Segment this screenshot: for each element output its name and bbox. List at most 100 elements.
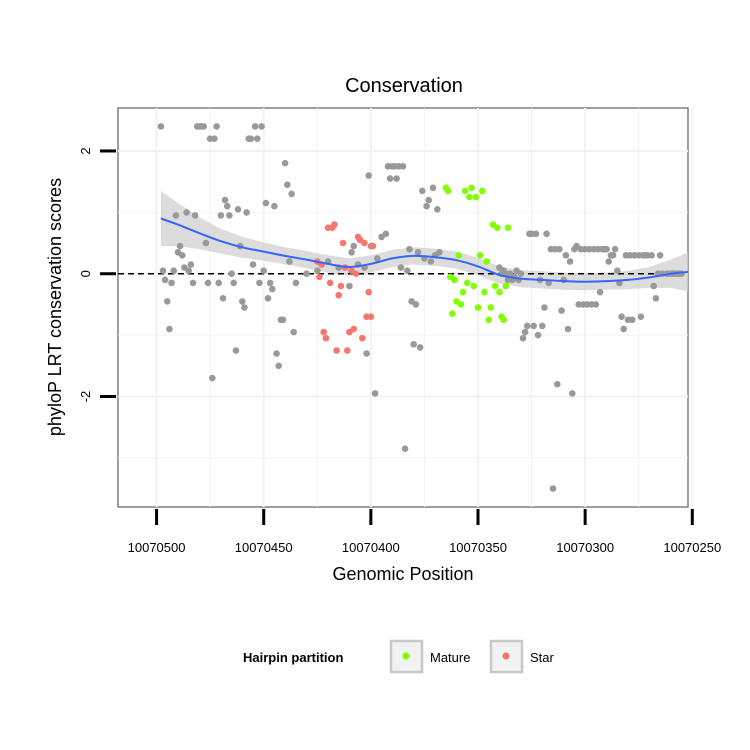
point-other: [239, 298, 246, 305]
plot-panel: [117, 107, 689, 508]
point-other: [191, 212, 199, 219]
point-star: [352, 270, 360, 278]
point-other: [176, 242, 184, 250]
point-other: [564, 325, 572, 333]
point-other: [611, 245, 619, 253]
point-other: [650, 282, 657, 290]
point-other: [609, 252, 617, 259]
point-star: [344, 347, 351, 354]
point-other: [241, 304, 248, 311]
point-other: [539, 322, 546, 330]
point-mature: [461, 187, 469, 195]
point-other: [648, 252, 655, 259]
point-other: [247, 135, 255, 142]
point-other: [260, 267, 268, 275]
point-other: [251, 123, 259, 130]
point-other: [183, 209, 190, 216]
y-tick-label: -2: [78, 391, 93, 403]
point-star: [339, 239, 347, 247]
point-other: [656, 252, 664, 259]
point-other: [530, 322, 537, 330]
point-other: [386, 175, 394, 182]
point-other: [217, 212, 225, 219]
point-other: [603, 245, 610, 253]
point-other: [399, 163, 407, 170]
x-tick-label: 10070300: [556, 540, 614, 555]
point-other: [185, 267, 192, 275]
point-other: [286, 258, 293, 265]
point-mature: [491, 282, 499, 290]
point-star: [359, 334, 366, 342]
point-mature: [496, 288, 503, 296]
point-mature: [502, 282, 510, 290]
point-other: [187, 261, 195, 268]
point-mature: [479, 187, 486, 195]
legend-label-star: Star: [530, 650, 555, 665]
point-other: [213, 123, 220, 130]
point-other: [652, 295, 660, 302]
point-other: [279, 316, 287, 324]
point-other: [350, 242, 358, 250]
point-other: [556, 245, 563, 253]
point-other: [211, 135, 218, 142]
point-mature: [483, 258, 490, 265]
point-other: [266, 279, 274, 287]
point-other: [534, 331, 542, 339]
legend-label-mature: Mature: [430, 650, 470, 665]
point-star: [337, 282, 345, 290]
point-other: [401, 445, 409, 453]
chart-title: Conservation: [345, 75, 463, 97]
point-other: [614, 267, 621, 275]
point-star: [326, 279, 334, 287]
x-tick-label: 10070400: [342, 540, 400, 555]
legend: Hairpin partition Mature Star: [243, 639, 555, 674]
y-tick-label: 2: [78, 147, 93, 154]
point-other: [168, 279, 175, 287]
point-other: [371, 390, 379, 397]
point-other: [202, 239, 210, 247]
point-mature: [470, 282, 478, 290]
x-tick-label: 10070250: [663, 540, 721, 555]
point-star: [335, 291, 343, 299]
point-other: [292, 279, 300, 287]
point-mature: [487, 304, 495, 311]
point-other: [404, 267, 411, 275]
point-other: [275, 362, 283, 370]
legend-dot-star: [502, 652, 510, 660]
point-other: [425, 196, 433, 204]
point-other: [365, 172, 373, 179]
x-tick-label: 10070450: [235, 540, 293, 555]
point-star: [331, 221, 338, 228]
point-other: [436, 249, 443, 256]
point-other: [232, 347, 240, 354]
point-other: [521, 328, 529, 336]
point-other: [558, 307, 565, 314]
point-other: [228, 270, 235, 278]
point-mature: [476, 252, 484, 259]
point-other: [346, 282, 353, 290]
point-other: [221, 196, 229, 204]
point-star: [369, 242, 377, 250]
point-other: [543, 230, 550, 238]
point-other: [262, 199, 270, 207]
point-other: [397, 264, 405, 271]
point-other: [226, 212, 233, 219]
point-mature: [464, 279, 471, 287]
point-other: [427, 258, 435, 265]
point-other: [179, 252, 186, 259]
point-other: [554, 380, 561, 388]
point-mature: [500, 316, 508, 324]
point-other: [290, 328, 298, 336]
point-other: [434, 206, 441, 213]
smooth-curve: [160, 217, 689, 283]
point-other: [566, 258, 574, 265]
point-other: [637, 313, 645, 321]
point-other: [410, 341, 418, 348]
point-other: [519, 334, 527, 342]
point-other: [363, 350, 370, 357]
point-other: [258, 123, 265, 130]
point-other: [224, 202, 231, 210]
point-other: [159, 267, 167, 275]
point-other: [592, 301, 600, 308]
